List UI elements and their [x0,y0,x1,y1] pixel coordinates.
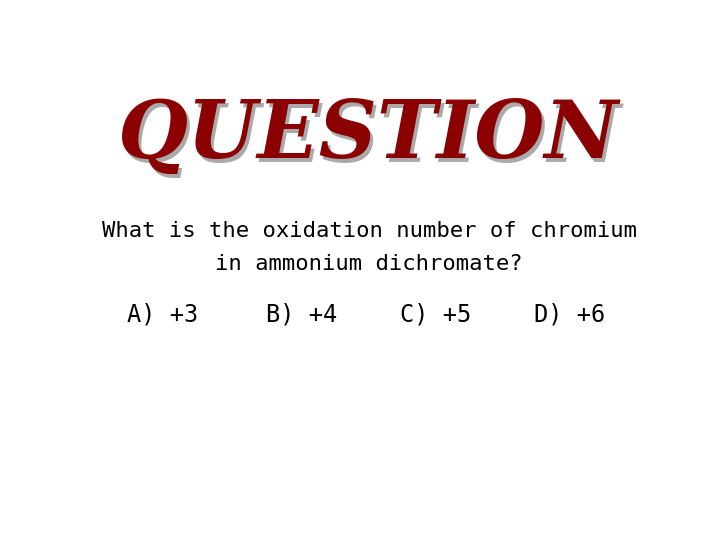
Text: B) +4: B) +4 [266,302,338,326]
Text: C) +5: C) +5 [400,302,472,326]
Text: D) +6: D) +6 [534,302,606,326]
Text: A) +3: A) +3 [127,302,198,326]
Text: What is the oxidation number of chromium: What is the oxidation number of chromium [102,221,636,241]
Text: QUESTION: QUESTION [121,101,622,178]
Text: in ammonium dichromate?: in ammonium dichromate? [215,254,523,274]
Text: QUESTION: QUESTION [118,97,620,174]
